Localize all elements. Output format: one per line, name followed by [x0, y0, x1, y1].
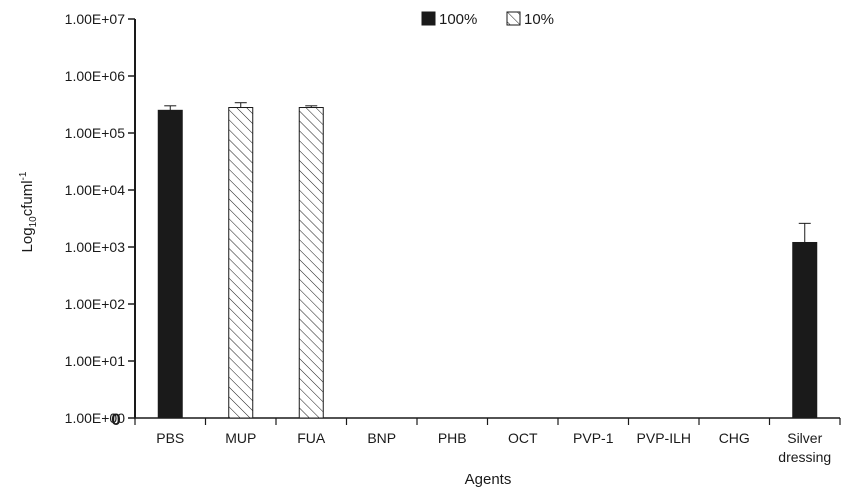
- x-tick-label: PVP-1: [573, 430, 614, 446]
- y-tick-label: 1.00E+02: [65, 296, 126, 312]
- legend-label: 100%: [439, 11, 477, 28]
- y-tick-label: 1.00E+07: [65, 11, 126, 27]
- zero-marker: 0: [111, 410, 120, 429]
- y-tick-label: 1.00E+03: [65, 239, 126, 255]
- x-tick-label: PBS: [156, 430, 184, 446]
- x-tick-label: PVP-ILH: [637, 430, 691, 446]
- y-tick-label: 1.00E+04: [65, 182, 126, 198]
- legend: 100% 10%: [421, 11, 554, 28]
- x-tick-label: OCT: [508, 430, 538, 446]
- y-axis-label: Log10cfuml-1: [18, 171, 39, 252]
- legend-label: 10%: [524, 11, 554, 28]
- x-tick-label: CHG: [719, 430, 750, 446]
- bar-100%-0: [157, 109, 183, 419]
- y-axis-label-subscript: 10: [28, 216, 39, 228]
- y-axis-ticks: 1.00E+00 1.00E+01 1.00E+02 1.00E+03 1.00E+04…: [65, 11, 135, 426]
- x-tick-label: dressing: [778, 449, 831, 465]
- error-bars: [164, 102, 811, 243]
- y-axis-label-prefix: Log: [19, 227, 36, 252]
- x-tick-label: BNP: [367, 430, 396, 446]
- bar-100%-9: [792, 241, 818, 419]
- y-tick-label: 1.00E+05: [65, 125, 126, 141]
- x-tick-label: PHB: [438, 430, 467, 446]
- y-tick-label: 1.00E+06: [65, 68, 126, 84]
- x-tick-label: MUP: [225, 430, 256, 446]
- y-axis-label-superscript: -1: [18, 171, 29, 180]
- x-tick-label: Silver: [787, 430, 822, 446]
- bar-10%-2: [298, 107, 324, 419]
- y-tick-label: 1.00E+01: [65, 353, 126, 369]
- y-axis-label-suffix: cfuml: [19, 180, 36, 216]
- legend-swatch: [421, 11, 436, 26]
- bar-10%-1: [228, 107, 254, 419]
- x-axis-label: Agents: [465, 471, 512, 488]
- y-tick-label: 1.00E+00: [65, 410, 126, 426]
- bars: [157, 107, 818, 419]
- x-axis-ticks: PBS MUP FUA BNP PHB OCT PVP-1 PVP-ILH CHG Silver d…: [134, 418, 841, 465]
- x-tick-label: FUA: [297, 430, 326, 446]
- legend-swatch: [506, 11, 521, 26]
